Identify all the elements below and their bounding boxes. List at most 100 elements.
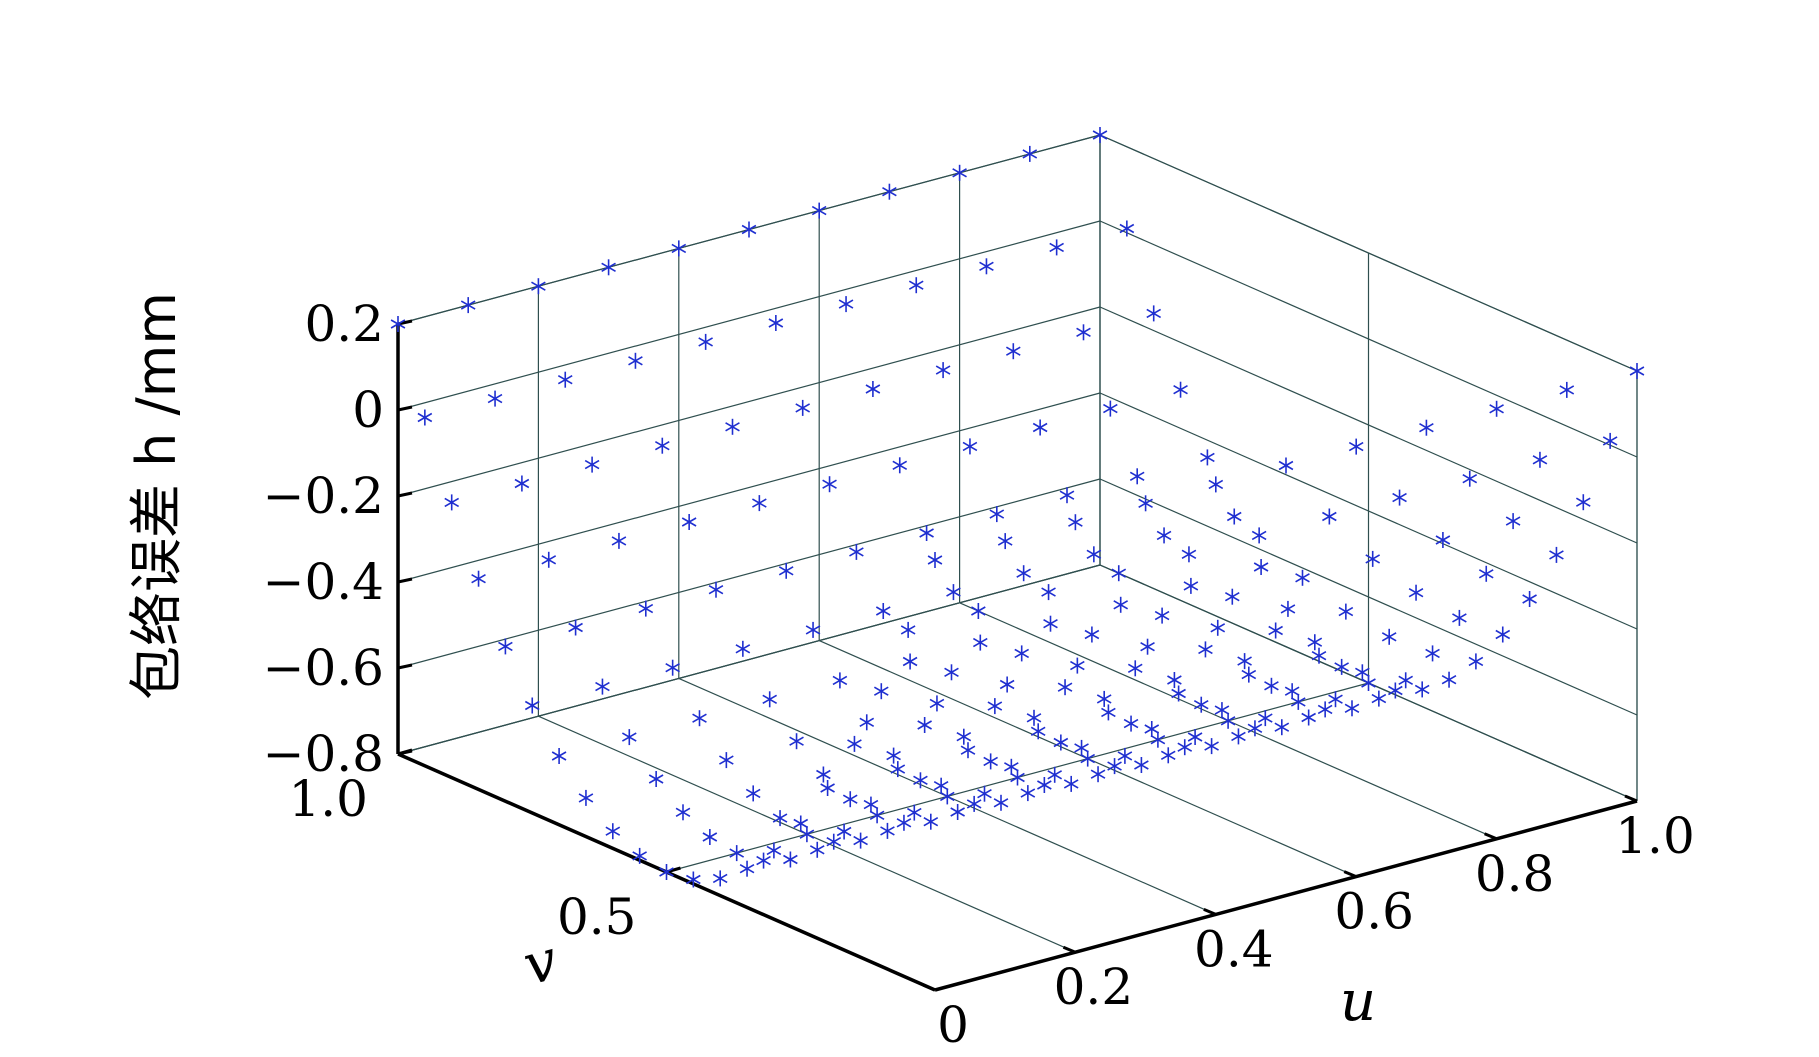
data-point: [908, 277, 924, 294]
u-axis: [934, 799, 1638, 992]
data-point: [842, 791, 858, 808]
data-point: [863, 796, 879, 813]
data-point: [766, 842, 782, 859]
data-point: [778, 562, 794, 579]
data-point: [1381, 628, 1397, 645]
data-point: [1361, 675, 1376, 691]
data-point: [1495, 626, 1511, 643]
data-point: [809, 841, 825, 858]
data-point: [1251, 527, 1267, 544]
data-point: [873, 683, 889, 700]
data-point: [768, 315, 784, 331]
data-point: [1505, 513, 1521, 530]
data-point: [1208, 476, 1224, 493]
data-point: [1398, 672, 1414, 689]
data-point: [756, 852, 771, 869]
data-point: [993, 794, 1009, 811]
grid-z-line: [397, 392, 1101, 583]
data-point: [1365, 550, 1381, 567]
z-tick: [397, 405, 413, 412]
data-point: [1144, 721, 1160, 737]
data-point: [836, 823, 852, 840]
data-point: [1154, 607, 1170, 624]
u-tick: [1624, 794, 1638, 803]
data-point: [1167, 672, 1182, 688]
u-tick: [922, 983, 936, 992]
data-point: [933, 777, 949, 794]
grid-z-line: [397, 220, 1101, 411]
data-point: [1355, 664, 1370, 681]
data-point: [1344, 700, 1360, 717]
data-point: [1392, 489, 1407, 506]
u-tick-label: 0: [937, 996, 969, 1054]
data-point: [1016, 565, 1031, 582]
data-point: [1284, 683, 1300, 700]
data-point: [1063, 775, 1079, 792]
u-tick: [1484, 832, 1498, 841]
data-point: [1322, 508, 1337, 525]
data-point: [1171, 685, 1186, 702]
data-point: [712, 870, 728, 887]
z-tick-label: −0.6: [263, 639, 384, 697]
data-point: [826, 833, 842, 850]
u-tick-label: 1.0: [1615, 807, 1695, 865]
data-point: [1532, 451, 1548, 468]
u-tick: [1062, 945, 1076, 954]
data-point: [1468, 653, 1484, 670]
u-tick-label: 0.2: [1054, 958, 1134, 1016]
data-point: [977, 785, 992, 802]
data-point: [444, 494, 460, 511]
data-point: [1317, 701, 1333, 718]
data-point: [1076, 324, 1091, 341]
data-point: [1129, 468, 1145, 485]
data-point: [972, 634, 988, 651]
data-point: [1328, 691, 1343, 708]
data-point: [919, 525, 934, 541]
data-point: [799, 826, 815, 843]
data-point: [725, 418, 740, 435]
data-point: [698, 333, 713, 350]
data-point: [648, 771, 664, 787]
data-point: [902, 653, 918, 670]
data-point: [983, 753, 998, 770]
data-point: [853, 832, 868, 849]
data-point: [654, 437, 670, 454]
data-point: [1138, 495, 1153, 512]
z-axis-label: 包络误差 h /mm: [125, 292, 188, 700]
data-point: [578, 789, 594, 806]
data-point: [1026, 709, 1042, 726]
data-point: [692, 710, 707, 727]
data-point: [1053, 734, 1069, 751]
data-point: [739, 860, 755, 877]
data-point: [514, 475, 530, 492]
data-point: [762, 691, 778, 708]
data-point: [880, 822, 895, 839]
data-point: [1264, 677, 1279, 694]
data-point: [735, 640, 751, 657]
data-point: [1119, 220, 1135, 237]
data-point: [939, 788, 955, 805]
data-point: [1452, 609, 1467, 626]
data-point: [795, 399, 811, 416]
data-point: [1268, 622, 1283, 639]
data-point: [595, 678, 610, 695]
data-point: [1226, 508, 1242, 525]
data-point: [935, 362, 951, 379]
data-point: [729, 845, 745, 862]
data-point: [1602, 432, 1618, 449]
data-point: [805, 621, 821, 638]
data-point: [892, 457, 908, 474]
data-point: [1173, 381, 1188, 398]
data-point: [1005, 343, 1021, 360]
data-point: [417, 409, 433, 426]
data-point: [987, 698, 1003, 715]
data-point: [1014, 645, 1030, 662]
data-point: [946, 584, 961, 601]
data-point: [952, 164, 967, 181]
data-point: [1441, 671, 1457, 688]
data-point: [1020, 785, 1036, 802]
data-point: [962, 438, 978, 455]
data-point: [956, 728, 972, 745]
data-point: [1004, 758, 1019, 775]
data-point: [702, 829, 718, 845]
